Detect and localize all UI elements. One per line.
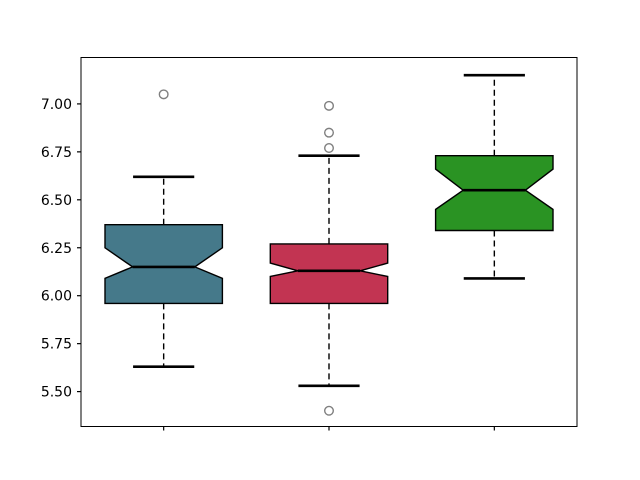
y-tick-label: 6.00 (41, 289, 72, 305)
y-tick-label: 7.00 (41, 97, 72, 113)
box-2-flier (324, 143, 335, 154)
box-2-flier (324, 405, 335, 416)
y-tick-label: 6.25 (41, 241, 72, 257)
box-1-flier (158, 89, 169, 100)
y-tick-label: 5.75 (41, 337, 72, 353)
box-1-notched-box (104, 223, 224, 305)
y-tick-label: 5.50 (41, 385, 72, 401)
box-2-notched-box (269, 243, 389, 305)
y-tick-label: 6.75 (41, 145, 72, 161)
box-2-flier (324, 127, 335, 138)
box-2-flier (324, 100, 335, 111)
y-tick-label: 6.50 (41, 193, 72, 209)
box-3-notched-box (434, 154, 554, 232)
